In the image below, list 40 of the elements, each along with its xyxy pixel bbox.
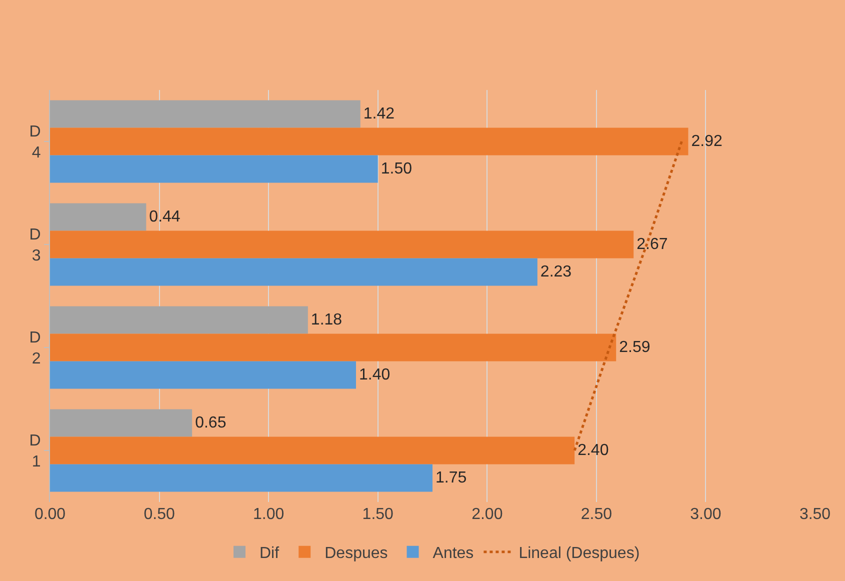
data-label: 2.40 <box>578 442 609 459</box>
y-tick-label: D 2 <box>29 330 41 368</box>
y-tick-label: D 4 <box>29 124 41 162</box>
data-label: 1.42 <box>363 106 395 123</box>
legend-label: Lineal (Despues) <box>518 545 640 562</box>
bar <box>50 361 356 389</box>
bar <box>50 258 538 286</box>
bar <box>50 155 378 183</box>
data-label: 1.40 <box>359 366 390 384</box>
x-tick-label: 1.00 <box>253 506 284 523</box>
data-label: 2.67 <box>636 236 668 253</box>
bar <box>50 334 616 362</box>
bar <box>50 464 432 492</box>
data-label: 1.18 <box>310 312 342 329</box>
data-label: 2.92 <box>691 133 722 150</box>
bar <box>50 128 688 156</box>
bar <box>50 100 360 128</box>
bar <box>50 436 575 464</box>
data-label: 2.23 <box>540 263 572 280</box>
y-tick-label: D 1 <box>29 432 41 470</box>
data-label: 0.44 <box>149 208 180 226</box>
x-tick-label: 1.50 <box>362 506 394 523</box>
legend-label: Dif <box>260 545 280 562</box>
x-tick-label: 0.50 <box>144 506 175 523</box>
data-label: 1.75 <box>436 469 467 486</box>
y-tick-label: D 3 <box>29 226 41 264</box>
x-tick-label: 3.50 <box>799 506 831 523</box>
data-label: 0.65 <box>195 414 226 432</box>
data-label: 2.59 <box>619 339 650 356</box>
legend-label: Antes <box>432 545 474 562</box>
x-tick-label: 0.00 <box>34 506 66 523</box>
bar <box>50 306 308 334</box>
bar <box>50 203 146 231</box>
data-label: 1.50 <box>380 160 412 178</box>
bar <box>50 230 634 258</box>
x-tick-label: 2.00 <box>472 506 503 523</box>
x-tick-label: 3.00 <box>690 506 722 523</box>
legend-label: Despues <box>324 545 388 562</box>
bar <box>50 409 192 437</box>
x-tick-label: 2.50 <box>580 506 612 523</box>
